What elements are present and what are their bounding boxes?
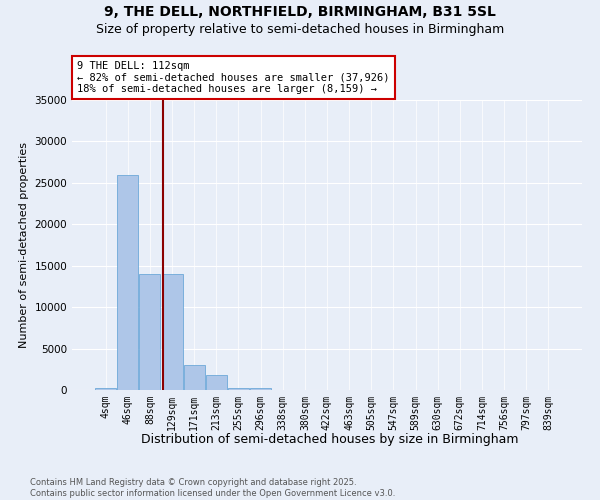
Y-axis label: Number of semi-detached properties: Number of semi-detached properties <box>19 142 29 348</box>
Bar <box>139 274 160 390</box>
Bar <box>206 375 227 390</box>
Text: Size of property relative to semi-detached houses in Birmingham: Size of property relative to semi-detach… <box>96 22 504 36</box>
Text: 9, THE DELL, NORTHFIELD, BIRMINGHAM, B31 5SL: 9, THE DELL, NORTHFIELD, BIRMINGHAM, B31… <box>104 5 496 19</box>
Text: Contains HM Land Registry data © Crown copyright and database right 2025.
Contai: Contains HM Land Registry data © Crown c… <box>30 478 395 498</box>
Bar <box>184 365 205 390</box>
Bar <box>118 174 139 390</box>
Bar <box>250 388 271 390</box>
Text: Distribution of semi-detached houses by size in Birmingham: Distribution of semi-detached houses by … <box>141 432 519 446</box>
Bar <box>95 388 116 390</box>
Bar <box>161 274 182 390</box>
Text: 9 THE DELL: 112sqm
← 82% of semi-detached houses are smaller (37,926)
18% of sem: 9 THE DELL: 112sqm ← 82% of semi-detache… <box>77 61 389 94</box>
Bar <box>228 388 249 390</box>
